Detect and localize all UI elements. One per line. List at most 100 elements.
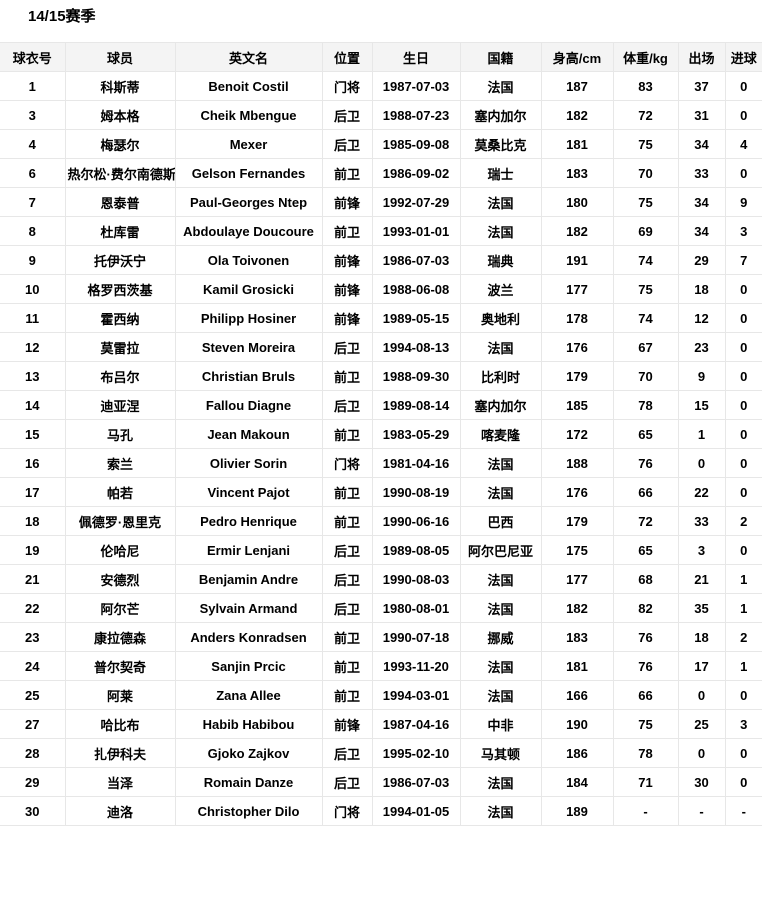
table-cell-english-name: Fallou Diagne	[174, 390, 323, 420]
table-cell-height: 181	[540, 129, 614, 159]
table-cell-player-name: 佩德罗·恩里克	[64, 506, 176, 536]
table-cell-position: 前卫	[321, 622, 373, 652]
table-cell-position: 后卫	[321, 535, 373, 565]
table-cell-weight: 75	[612, 274, 679, 304]
table-cell-height: 172	[540, 419, 614, 449]
table-cell-position: 门将	[321, 796, 373, 826]
table-cell-goals: 1	[724, 593, 762, 623]
table-cell-appearances: 17	[677, 651, 726, 681]
table-cell-jersey-number: 13	[0, 361, 66, 391]
table-cell-player-name: 热尔松·费尔南德斯	[64, 158, 176, 188]
table-cell-height: 180	[540, 187, 614, 217]
table-cell-nationality: 奥地利	[459, 303, 542, 333]
table-row: 12 莫雷拉 Steven Moreira 后卫 1994-08-13 法国 176 67 23…	[0, 332, 762, 362]
table-cell-jersey-number: 14	[0, 390, 66, 420]
table-cell-nationality: 莫桑比克	[459, 129, 542, 159]
table-cell-english-name: Benjamin Andre	[174, 564, 323, 594]
table-row: 16 索兰 Olivier Sorin 门将 1981-04-16 法国 188 76 0 0	[0, 448, 762, 478]
table-cell-nationality: 法国	[459, 796, 542, 826]
table-cell-english-name: Anders Konradsen	[174, 622, 323, 652]
table-row: 15 马孔 Jean Makoun 前卫 1983-05-29 喀麦隆 172 65 1 0	[0, 419, 762, 449]
table-cell-nationality: 马其顿	[459, 738, 542, 768]
table-row: 18 佩德罗·恩里克 Pedro Henrique 前卫 1990-06-16 巴西 179…	[0, 506, 762, 536]
table-cell-goals: 1	[724, 564, 762, 594]
table-cell-nationality: 法国	[459, 680, 542, 710]
table-cell-goals: 3	[724, 216, 762, 246]
table-cell-birthday: 1994-08-13	[371, 332, 461, 362]
table-cell-jersey-number: 3	[0, 100, 66, 130]
table-row: 29 当泽 Romain Danze 后卫 1986-07-03 法国 184 71 30 0	[0, 767, 762, 797]
table-cell-goals: 4	[724, 129, 762, 159]
table-cell-appearances: 29	[677, 245, 726, 275]
table-cell-weight: 78	[612, 738, 679, 768]
column-header-jersey-number: 球衣号	[0, 42, 66, 72]
table-cell-weight: 74	[612, 245, 679, 275]
table-cell-jersey-number: 16	[0, 448, 66, 478]
table-cell-goals: 0	[724, 158, 762, 188]
table-cell-appearances: 34	[677, 216, 726, 246]
roster-table: 球衣号 球员 英文名 位置 生日 国籍 身高/cm 体重/kg 出场 进球 1 科斯蒂 Benoit …	[0, 42, 762, 826]
table-cell-weight: 66	[612, 680, 679, 710]
table-cell-birthday: 1987-04-16	[371, 709, 461, 739]
table-cell-jersey-number: 24	[0, 651, 66, 681]
table-row: 27 哈比布 Habib Habibou 前锋 1987-04-16 中非 190 75 25 3	[0, 709, 762, 739]
table-cell-player-name: 帕若	[64, 477, 176, 507]
table-cell-goals: 0	[724, 332, 762, 362]
table-cell-player-name: 迪洛	[64, 796, 176, 826]
table-cell-english-name: Ola Toivonen	[174, 245, 323, 275]
table-cell-english-name: Sanjin Prcic	[174, 651, 323, 681]
table-cell-player-name: 恩泰普	[64, 187, 176, 217]
table-cell-position: 前锋	[321, 187, 373, 217]
table-cell-nationality: 法国	[459, 651, 542, 681]
table-cell-weight: 70	[612, 361, 679, 391]
table-cell-jersey-number: 23	[0, 622, 66, 652]
table-cell-position: 后卫	[321, 332, 373, 362]
table-cell-jersey-number: 7	[0, 187, 66, 217]
table-cell-weight: 78	[612, 390, 679, 420]
table-cell-appearances: 1	[677, 419, 726, 449]
table-cell-appearances: 33	[677, 158, 726, 188]
table-cell-birthday: 1985-09-08	[371, 129, 461, 159]
table-cell-appearances: -	[677, 796, 726, 826]
table-cell-nationality: 瑞士	[459, 158, 542, 188]
table-cell-weight: -	[612, 796, 679, 826]
table-cell-jersey-number: 6	[0, 158, 66, 188]
table-cell-appearances: 0	[677, 680, 726, 710]
table-cell-jersey-number: 11	[0, 303, 66, 333]
table-cell-birthday: 1993-01-01	[371, 216, 461, 246]
table-cell-player-name: 科斯蒂	[64, 71, 176, 101]
table-row: 14 迪亚涅 Fallou Diagne 后卫 1989-08-14 塞内加尔 185 78 1…	[0, 390, 762, 420]
table-row: 23 康拉德森 Anders Konradsen 前卫 1990-07-18 挪威 183 7…	[0, 622, 762, 652]
table-cell-goals: 7	[724, 245, 762, 275]
table-cell-appearances: 30	[677, 767, 726, 797]
table-cell-birthday: 1992-07-29	[371, 187, 461, 217]
table-cell-height: 186	[540, 738, 614, 768]
table-cell-jersey-number: 29	[0, 767, 66, 797]
table-cell-height: 179	[540, 506, 614, 536]
table-cell-position: 前锋	[321, 245, 373, 275]
table-cell-birthday: 1989-05-15	[371, 303, 461, 333]
table-row: 7 恩泰普 Paul-Georges Ntep 前锋 1992-07-29 法国 180 75…	[0, 187, 762, 217]
table-cell-player-name: 当泽	[64, 767, 176, 797]
table-cell-player-name: 格罗西茨基	[64, 274, 176, 304]
table-cell-player-name: 扎伊科夫	[64, 738, 176, 768]
table-cell-goals: -	[724, 796, 762, 826]
table-row: 17 帕若 Vincent Pajot 前卫 1990-08-19 法国 176 66 22 0	[0, 477, 762, 507]
table-cell-position: 后卫	[321, 767, 373, 797]
table-cell-english-name: Benoit Costil	[174, 71, 323, 101]
table-cell-player-name: 杜库雷	[64, 216, 176, 246]
table-cell-birthday: 1995-02-10	[371, 738, 461, 768]
table-cell-player-name: 迪亚涅	[64, 390, 176, 420]
table-cell-jersey-number: 30	[0, 796, 66, 826]
table-cell-position: 门将	[321, 71, 373, 101]
roster-page: 14/15赛季 球衣号 球员 英文名 位置 生日 国籍 身高/cm 体重/kg 出场 进球 1 科斯…	[0, 8, 762, 826]
table-cell-english-name: Sylvain Armand	[174, 593, 323, 623]
table-cell-weight: 76	[612, 651, 679, 681]
table-cell-appearances: 35	[677, 593, 726, 623]
table-cell-height: 175	[540, 535, 614, 565]
table-cell-nationality: 塞内加尔	[459, 100, 542, 130]
table-cell-height: 182	[540, 216, 614, 246]
table-cell-jersey-number: 17	[0, 477, 66, 507]
table-cell-height: 179	[540, 361, 614, 391]
table-cell-jersey-number: 8	[0, 216, 66, 246]
